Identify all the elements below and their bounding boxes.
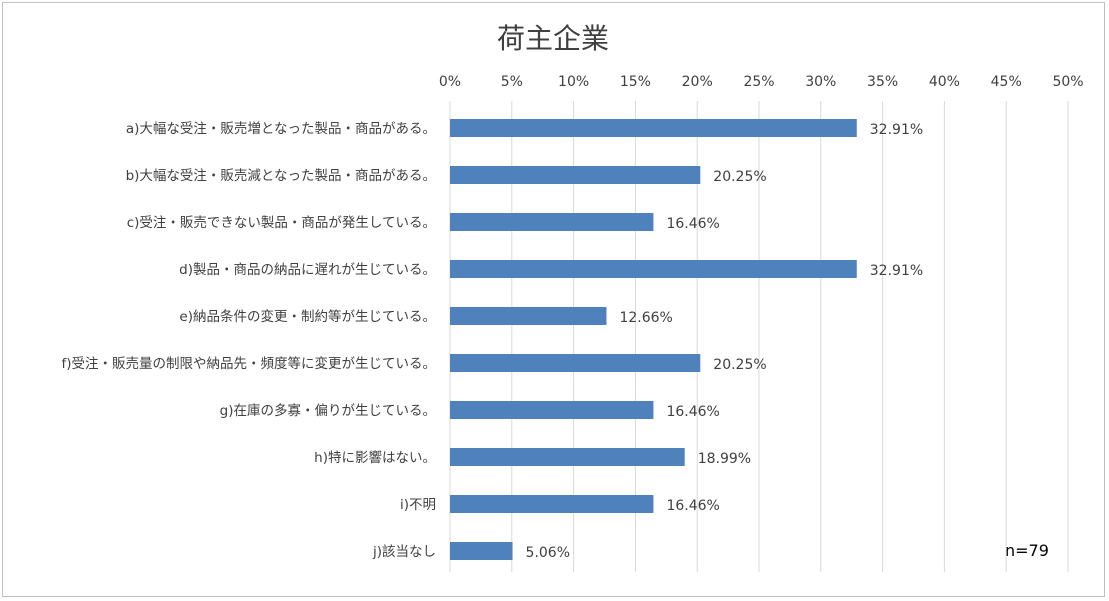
chart-title: 荷主企業 [497,22,609,55]
category-label: g)在庫の多寡・偏りが生じている。 [220,402,436,419]
bar [450,166,701,184]
data-label: 5.06% [526,545,570,561]
category-label: b)大幅な受注・販売減となった製品・商品がある。 [126,167,436,184]
category-label: a)大幅な受注・販売増となった製品・商品がある。 [126,121,436,137]
category-label: j)該当なし [372,544,436,560]
data-label: 16.46% [666,498,719,514]
x-tick-label: 15% [620,74,651,90]
category-label: h)特に影響はない。 [314,449,436,466]
x-tick-label: 5% [501,74,523,90]
category-label: i)不明 [400,497,436,513]
x-tick-label: 45% [991,74,1022,90]
x-tick-label: 30% [805,74,836,90]
sample-size-note: n=79 [1005,541,1049,560]
category-label: e)納品条件の変更・制約等が生じている。 [179,308,436,325]
bar [450,495,654,513]
bar [450,307,607,325]
bar [450,119,857,137]
bar [450,213,654,231]
bar [450,401,654,419]
data-label: 16.46% [666,216,719,232]
x-tick-label: 25% [743,74,774,90]
category-label: d)製品・商品の納品に遅れが生じている。 [179,262,436,278]
x-tick-label: 40% [929,74,960,90]
category-label: f)受注・販売量の制限や納品先・頻度等に変更が生じている。 [61,355,436,372]
data-label: 18.99% [698,451,751,467]
x-tick-label: 35% [867,74,898,90]
data-label: 16.46% [666,404,719,420]
x-tick-label: 10% [558,74,589,90]
x-tick-label: 0% [439,74,461,90]
x-tick-label: 50% [1052,74,1083,90]
data-label: 20.25% [713,357,766,373]
data-label: 32.91% [870,263,923,279]
bar [450,260,857,278]
data-label: 12.66% [619,310,672,326]
bar [450,354,701,372]
data-label: 32.91% [870,122,923,138]
x-tick-label: 20% [682,74,713,90]
bar [450,448,685,466]
bar [450,542,513,560]
category-label: c)受注・販売できない製品・商品が発生している。 [127,215,436,231]
data-label: 20.25% [713,169,766,185]
